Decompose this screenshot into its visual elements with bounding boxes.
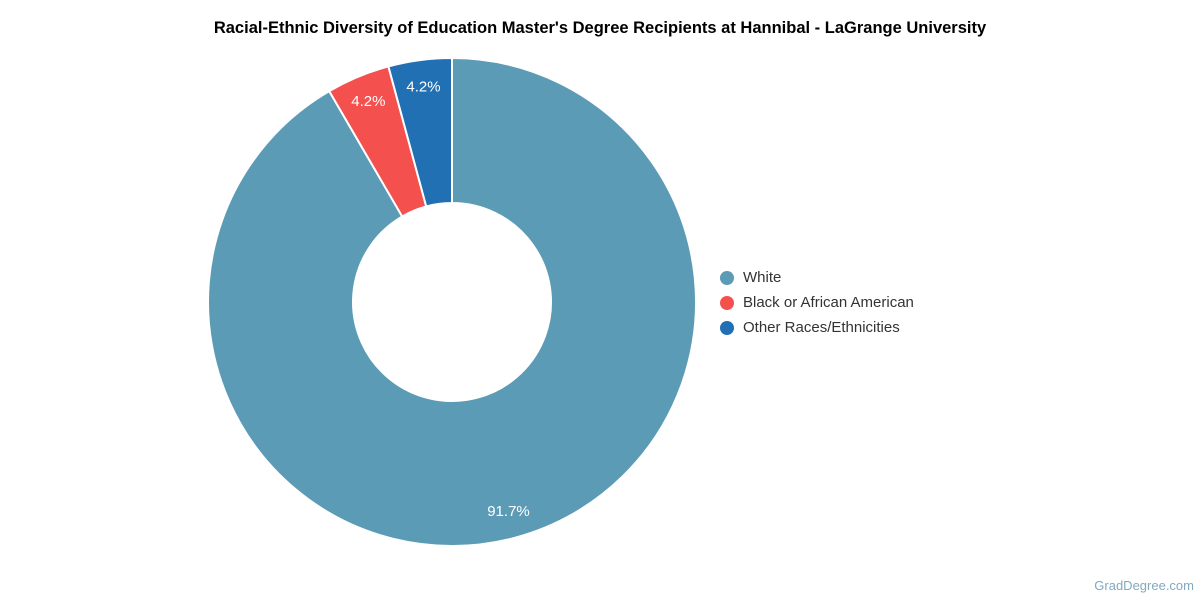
slice-label-white: 91.7% xyxy=(487,503,530,520)
pie-slice-other-races-ethnicities[interactable] xyxy=(387,57,453,208)
legend-item-white[interactable]: White xyxy=(720,265,914,290)
legend-label: White xyxy=(743,269,782,286)
slice-label-other-races-ethnicities: 4.2% xyxy=(406,78,440,95)
slice-label-black-or-african-american: 4.2% xyxy=(351,93,385,110)
legend-swatch-icon xyxy=(720,320,734,335)
legend-label: Other Races/Ethnicities xyxy=(743,319,900,336)
legend-item-other-races-ethnicities[interactable]: Other Races/Ethnicities xyxy=(720,315,914,340)
legend-swatch-icon xyxy=(720,295,734,310)
watermark-link[interactable]: GradDegree.com xyxy=(1094,578,1194,593)
pie-slice-white[interactable] xyxy=(207,57,697,547)
chart-title: Racial-Ethnic Diversity of Education Mas… xyxy=(213,19,987,37)
legend: White Black or African American Other Ra… xyxy=(720,265,914,340)
legend-item-black-or-african-american[interactable]: Black or African American xyxy=(720,290,914,315)
legend-swatch-icon xyxy=(720,270,734,285)
legend-label: Black or African American xyxy=(743,294,914,311)
